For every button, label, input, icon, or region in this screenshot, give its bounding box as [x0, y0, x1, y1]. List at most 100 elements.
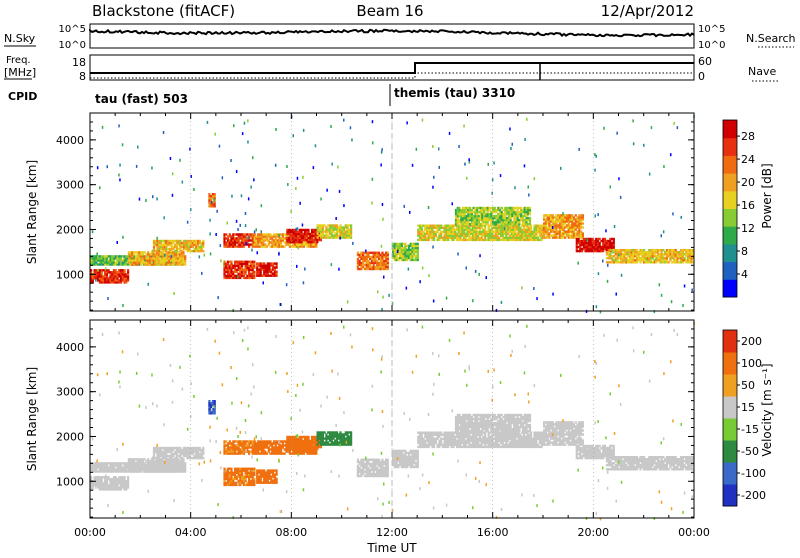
power-echo-14	[529, 207, 531, 209]
power-speckle	[245, 224, 247, 227]
power-speckle	[242, 132, 244, 135]
power-speckle	[560, 167, 562, 170]
power-speckle	[223, 263, 225, 266]
power-speckle	[534, 177, 536, 180]
power-speckle	[118, 124, 120, 127]
power-speckle	[215, 233, 217, 236]
power-speckle	[383, 276, 385, 279]
freq-panel-frame	[90, 55, 694, 80]
power-echo-8	[260, 271, 262, 273]
velocity-echo-2	[184, 466, 186, 468]
power-speckle	[343, 204, 345, 207]
power-speckle	[528, 194, 530, 197]
velocity-echo-1	[124, 476, 126, 478]
power-echo-14	[529, 217, 531, 219]
power-speckle	[594, 169, 596, 172]
power-speckle	[193, 188, 195, 191]
power-echo-14	[487, 221, 489, 223]
power-speckle	[500, 174, 502, 177]
power-speckle	[446, 297, 448, 300]
power-speckle	[596, 305, 598, 308]
power-speckle	[214, 133, 216, 136]
velocity-echo-3	[165, 457, 167, 459]
power-speckle	[199, 255, 201, 258]
power-speckle	[422, 267, 424, 270]
power-speckle	[552, 293, 554, 296]
power-speckle	[275, 164, 277, 167]
power-echo-13	[452, 239, 454, 241]
power-speckle	[244, 122, 246, 125]
power-speckle	[330, 125, 332, 128]
noise-top-tick-right: 10^5	[698, 24, 725, 35]
power-echo-11	[387, 254, 389, 256]
power-speckle	[372, 178, 374, 181]
power-speckle	[643, 144, 645, 147]
power-speckle	[397, 250, 399, 253]
power-speckle	[597, 213, 599, 216]
power-speckle	[682, 304, 684, 307]
power-speckle	[315, 144, 317, 147]
power-speckle	[388, 294, 390, 297]
power-speckle	[339, 237, 341, 240]
power-echo-14	[494, 207, 496, 209]
velocity-echo-3	[171, 457, 173, 459]
power-speckle	[163, 131, 165, 134]
power-echo-15	[582, 232, 584, 234]
power-speckle	[504, 227, 506, 230]
power-echo-13	[421, 227, 423, 229]
power-speckle	[137, 146, 139, 149]
velocity-echo-7	[253, 468, 255, 470]
velocity-echo-3	[181, 457, 183, 459]
power-speckle	[457, 253, 459, 256]
power-speckle	[139, 198, 141, 201]
power-speckle	[220, 259, 222, 262]
power-speckle	[107, 165, 109, 168]
power-echo-3	[181, 250, 183, 252]
power-speckle	[210, 252, 212, 255]
power-speckle	[512, 143, 514, 146]
power-speckle	[251, 249, 253, 252]
power-speckle	[458, 145, 460, 148]
power-speckle	[673, 122, 675, 125]
power-speckle	[207, 121, 209, 124]
noise-sky-line	[90, 30, 694, 36]
power-speckle	[313, 166, 315, 169]
power-echo-13	[530, 227, 532, 229]
velocity-echo-3	[176, 457, 178, 459]
power-speckle	[472, 299, 474, 302]
power-speckle	[102, 126, 104, 129]
power-speckle	[302, 176, 304, 179]
power-echo-15	[571, 214, 573, 216]
power-speckle	[304, 268, 306, 271]
power-speckle	[438, 147, 440, 150]
power-echo-16	[613, 238, 615, 240]
power-speckle	[618, 177, 620, 180]
y-tick-label: 1000	[56, 268, 84, 281]
power-speckle	[536, 297, 538, 300]
power-speckle	[524, 164, 526, 167]
power-speckle	[526, 118, 528, 121]
power-speckle	[382, 296, 384, 299]
power-speckle	[331, 163, 333, 166]
power-speckle	[179, 159, 181, 162]
power-speckle	[170, 157, 172, 160]
power-speckle	[670, 153, 672, 156]
velocity-echo-3	[202, 447, 204, 449]
power-speckle	[107, 297, 109, 300]
power-speckle	[521, 286, 523, 289]
power-speckle	[510, 147, 512, 150]
power-speckle	[171, 255, 173, 258]
power-speckle	[201, 272, 203, 275]
power-echo-15	[582, 214, 584, 216]
power-echo-11	[387, 266, 389, 268]
power-speckle	[432, 145, 434, 148]
power-speckle	[493, 162, 495, 165]
freq-left-label-1: Freq.	[6, 55, 31, 66]
power-echo-8	[276, 262, 278, 264]
power-speckle	[432, 186, 434, 189]
power-speckle	[486, 276, 488, 279]
station-title: Blackstone (fitACF)	[92, 2, 235, 20]
power-speckle	[681, 216, 683, 219]
power-speckle	[382, 218, 384, 221]
